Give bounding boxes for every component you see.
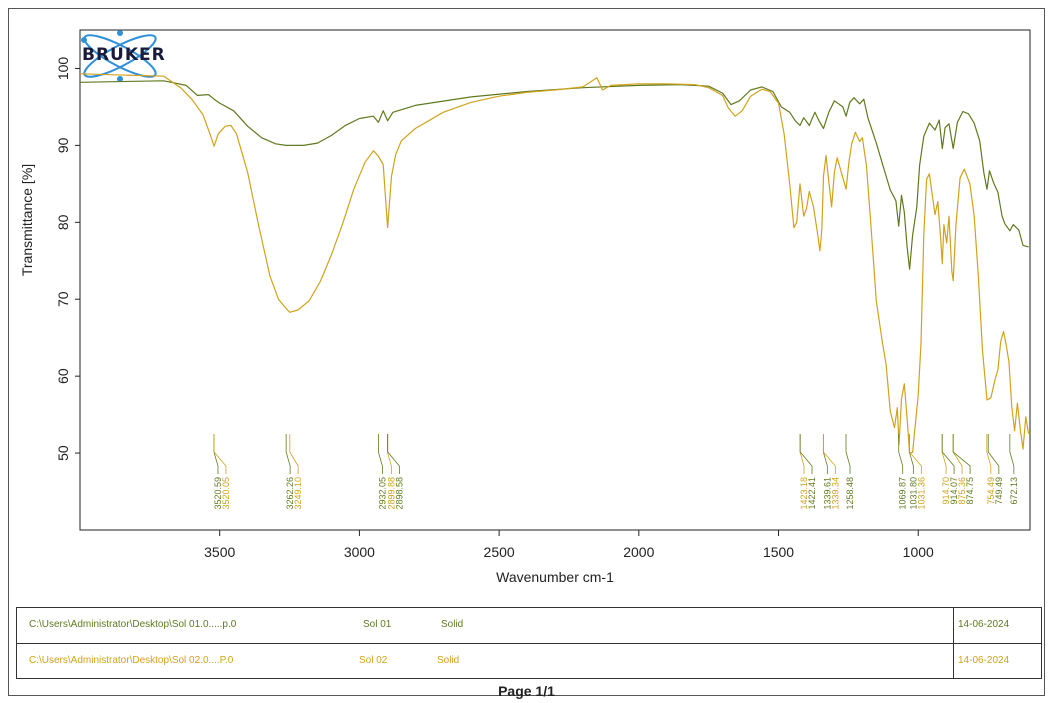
peak-marker bbox=[987, 434, 1000, 474]
peak-marker bbox=[285, 434, 291, 474]
peak-label: 672.13 bbox=[1009, 477, 1019, 505]
series-line-sol-02 bbox=[79, 73, 1030, 454]
legend-sample: Sol 01 bbox=[363, 619, 392, 630]
y-axis: 100 90 80 70 60 50 bbox=[55, 57, 80, 461]
plot-frame bbox=[79, 29, 1031, 531]
peak-marker bbox=[823, 434, 836, 474]
peak-label: 914.07 bbox=[949, 477, 959, 505]
peak-label: 2932.05 bbox=[377, 477, 387, 510]
x-tick-label: 1500 bbox=[763, 544, 794, 560]
legend-sample: Sol 02 bbox=[359, 655, 388, 666]
legend-path: C:\Users\Administrator\Desktop\Sol 02.0.… bbox=[29, 655, 234, 666]
x-axis-label: Wavenumber cm-1 bbox=[496, 569, 614, 585]
peak-label: 875.36 bbox=[957, 477, 967, 505]
legend-table: C:\Users\Administrator\Desktop\Sol 01.0.… bbox=[16, 607, 1042, 679]
peak-marker bbox=[1009, 434, 1015, 474]
series-line-sol-01 bbox=[79, 80, 1029, 270]
peak-marker bbox=[213, 434, 227, 474]
legend-row-1[interactable]: C:\Users\Administrator\Desktop\Sol 01.0.… bbox=[17, 608, 1041, 644]
peak-label: 1339.61 bbox=[822, 477, 832, 510]
peak-label: 1422.41 bbox=[807, 477, 817, 510]
series-layer bbox=[79, 73, 1030, 454]
x-tick-label: 3000 bbox=[344, 544, 375, 560]
peak-label: 2898.58 bbox=[394, 477, 404, 510]
peak-label: 874.75 bbox=[965, 477, 975, 505]
x-axis: 3500 3000 2500 2000 1500 1000 bbox=[204, 530, 934, 560]
peak-marker bbox=[898, 434, 904, 474]
bruker-logo-icon bbox=[81, 30, 157, 82]
legend-date: 14-06-2024 bbox=[953, 644, 1041, 679]
peak-label: 749.49 bbox=[994, 477, 1004, 505]
peak-label: 1031.80 bbox=[908, 477, 918, 510]
bruker-logo-text: BRUKER bbox=[82, 45, 166, 65]
peak-label: 3262.26 bbox=[285, 477, 295, 510]
peak-marker bbox=[845, 434, 851, 474]
peak-marker bbox=[952, 434, 971, 474]
legend-date: 14-06-2024 bbox=[953, 608, 1041, 643]
peak-marker bbox=[986, 434, 992, 474]
peak-label: 3249.10 bbox=[293, 477, 303, 510]
peak-marker bbox=[387, 434, 400, 474]
peak-marker bbox=[377, 434, 383, 474]
logo-dot bbox=[81, 37, 87, 43]
peak-label: 1258.48 bbox=[845, 477, 855, 510]
x-tick-label: 2500 bbox=[484, 544, 515, 560]
peak-label: 914.70 bbox=[941, 477, 951, 505]
peak-label: 1069.87 bbox=[898, 477, 908, 510]
peak-label: 3520.05 bbox=[221, 477, 231, 510]
peak-marker bbox=[289, 434, 299, 474]
ir-spectrum-chart: 100 90 80 70 60 50 3500 3000 2500 2000 1500 1000 3… bbox=[19, 29, 1031, 585]
legend-form: Solid bbox=[437, 655, 460, 666]
y-tick-label: 100 bbox=[55, 57, 71, 81]
peak-marker bbox=[941, 434, 955, 474]
peak-label: 1031.36 bbox=[916, 477, 926, 510]
y-tick-label: 70 bbox=[55, 291, 71, 307]
x-tick-label: 3500 bbox=[204, 544, 235, 560]
peak-label: 1339.34 bbox=[830, 477, 840, 510]
peak-label: 3520.59 bbox=[213, 477, 223, 510]
legend-path: C:\Users\Administrator\Desktop\Sol 01.0.… bbox=[29, 619, 237, 630]
peak-label: 2899.88 bbox=[386, 477, 396, 510]
page-border bbox=[8, 8, 1045, 696]
legend-form: Solid bbox=[441, 619, 464, 630]
y-tick-label: 50 bbox=[55, 445, 71, 461]
y-axis-label: Transmittance [%] bbox=[19, 164, 35, 276]
logo-dot bbox=[117, 30, 123, 36]
peak-label: 754.49 bbox=[986, 477, 996, 505]
y-tick-label: 80 bbox=[55, 214, 71, 230]
legend-row-2[interactable]: C:\Users\Administrator\Desktop\Sol 02.0.… bbox=[17, 644, 1041, 679]
page-number: Page 1/1 bbox=[498, 683, 555, 699]
logo-orbit bbox=[83, 34, 157, 78]
x-tick-label: 1000 bbox=[903, 544, 934, 560]
peak-marker bbox=[909, 434, 922, 474]
peak-marker bbox=[799, 434, 813, 474]
x-tick-label: 2000 bbox=[623, 544, 654, 560]
y-tick-label: 90 bbox=[55, 137, 71, 153]
y-tick-label: 60 bbox=[55, 368, 71, 384]
peak-label: 1423.18 bbox=[799, 477, 809, 510]
logo-dot bbox=[117, 76, 123, 82]
